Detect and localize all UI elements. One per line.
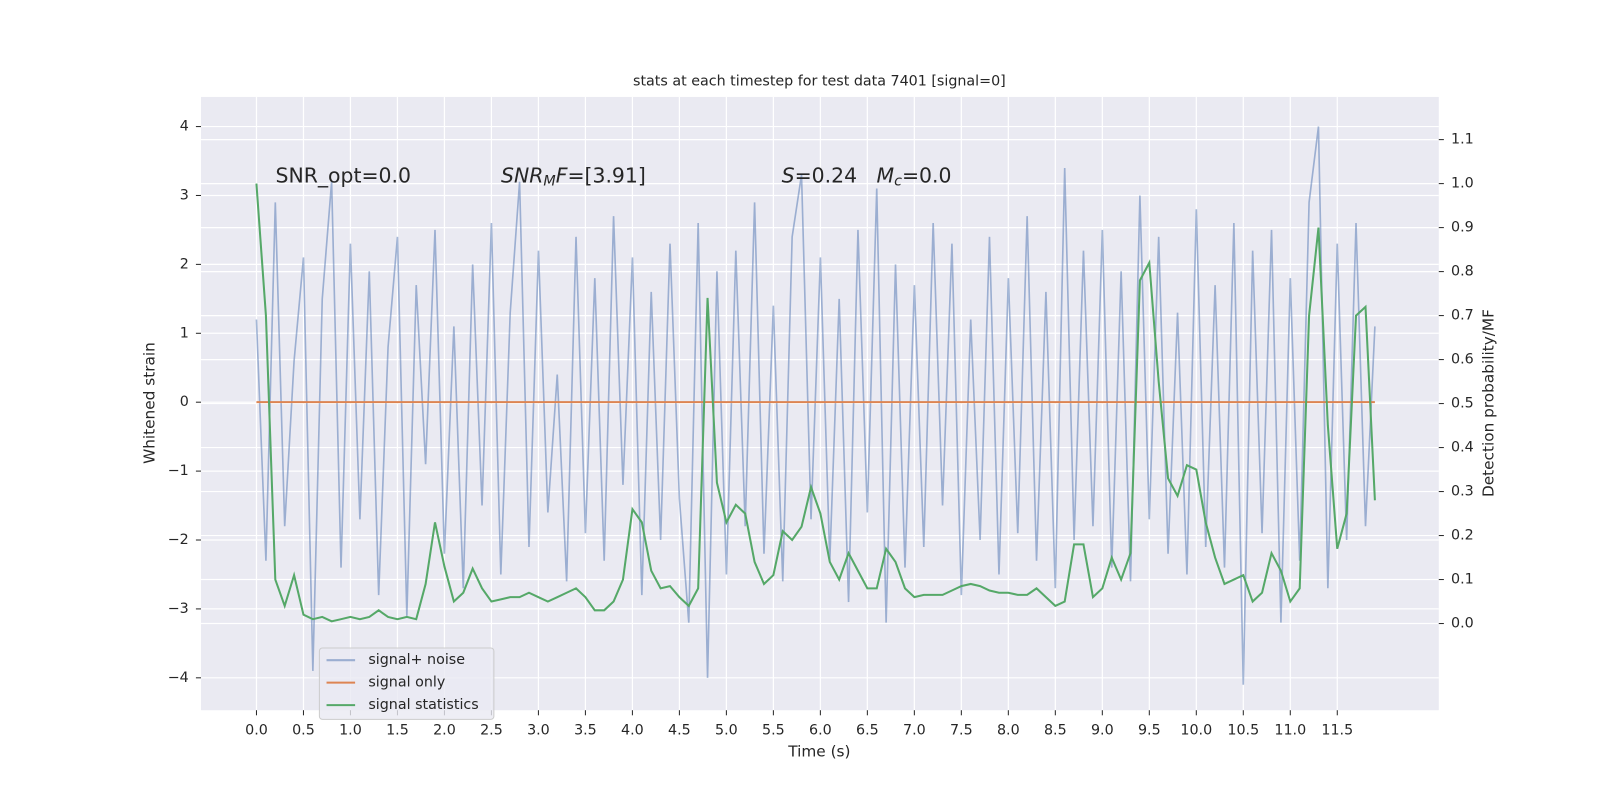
- annotation: SNR_opt=0.0: [276, 164, 412, 189]
- y-tick-label: −1: [168, 463, 189, 479]
- y2-tick-label: 0.4: [1451, 440, 1474, 456]
- y-tick-label: 3: [180, 187, 189, 203]
- x-tick-label: 6.0: [809, 723, 832, 739]
- x-tick-label: 2.0: [433, 723, 456, 739]
- x-tick-label: 1.5: [386, 723, 409, 739]
- x-axis-label: Time (s): [787, 743, 850, 761]
- legend-label: signal only: [368, 675, 445, 691]
- annotation-part: SNR_opt=0.0: [276, 164, 412, 189]
- y-tick-label: 2: [180, 256, 189, 272]
- x-tick-label: 3.5: [574, 723, 597, 739]
- y-tick-label: −3: [168, 601, 189, 617]
- y2-tick-label: 0.9: [1451, 220, 1474, 236]
- x-tick-label: 2.5: [480, 723, 503, 739]
- annotation-part: F: [556, 164, 568, 188]
- legend-label: signal statistics: [368, 697, 478, 713]
- series-line: [255, 183, 1376, 623]
- y2-tick-label: 0.0: [1451, 616, 1474, 632]
- x-tick-label: 7.5: [950, 723, 973, 739]
- x-tick-label: 0.5: [292, 723, 315, 739]
- y2-tick-label: 0.3: [1451, 484, 1474, 500]
- annotation-part: M: [877, 164, 895, 188]
- y-tick-label: 1: [180, 325, 189, 341]
- y2-tick-label: 0.6: [1451, 352, 1474, 368]
- annotation-part: SNR: [501, 164, 543, 188]
- x-tick-label: 7.0: [903, 723, 926, 739]
- annotation-part: c: [894, 174, 902, 190]
- x-tick-label: 9.5: [1138, 723, 1161, 739]
- x-tick-label: 0.0: [245, 723, 268, 739]
- annotation-part: M: [543, 174, 555, 190]
- y2-tick-label: 0.7: [1451, 308, 1474, 324]
- y-tick-label: −2: [168, 532, 189, 548]
- series-line: [255, 126, 1376, 685]
- y2-tick-label: 1.1: [1451, 132, 1474, 148]
- y2-tick-label: 1.0: [1451, 176, 1474, 192]
- x-tick-label: 3.0: [527, 723, 550, 739]
- y2-axis-label: Detection probability/MF: [1479, 309, 1497, 497]
- x-tick-label: 10.0: [1180, 723, 1212, 739]
- x-tick-label: 8.5: [1044, 723, 1067, 739]
- legend-box: [318, 647, 495, 720]
- x-tick-label: 4.5: [668, 723, 691, 739]
- y-tick-label: −4: [168, 670, 189, 686]
- x-tick-label: 1.0: [339, 723, 362, 739]
- y-tick-label: 4: [180, 119, 189, 135]
- annotation-part: S: [782, 164, 795, 188]
- annotation: SNRMF=[3.91]: [501, 164, 646, 190]
- y2-tick-label: 0.2: [1451, 528, 1474, 544]
- legend-label: signal+ noise: [368, 652, 465, 668]
- x-tick-label: 6.5: [856, 723, 879, 739]
- annotation-part: =[3.91]: [567, 164, 645, 188]
- y-tick-label: 0: [180, 394, 189, 410]
- x-tick-label: 11.5: [1321, 723, 1353, 739]
- annotation-part: =0.0: [902, 164, 952, 188]
- x-tick-label: 4.0: [621, 723, 644, 739]
- annotation: S=0.24 Mc=0.0: [782, 164, 952, 190]
- y-axis-label: Whitened strain: [141, 342, 159, 464]
- x-tick-label: 5.0: [715, 723, 738, 739]
- annotation-part: =0.24: [795, 164, 877, 188]
- x-tick-label: 9.0: [1091, 723, 1114, 739]
- y2-tick-label: 0.8: [1451, 264, 1474, 280]
- y2-tick-label: 0.5: [1451, 396, 1474, 412]
- chart-title: stats at each timestep for test data 740…: [633, 74, 1006, 90]
- x-tick-label: 11.0: [1274, 723, 1306, 739]
- x-tick-label: 10.5: [1227, 723, 1259, 739]
- x-tick-label: 5.5: [762, 723, 785, 739]
- y2-tick-label: 0.1: [1451, 572, 1474, 588]
- x-tick-label: 8.0: [997, 723, 1020, 739]
